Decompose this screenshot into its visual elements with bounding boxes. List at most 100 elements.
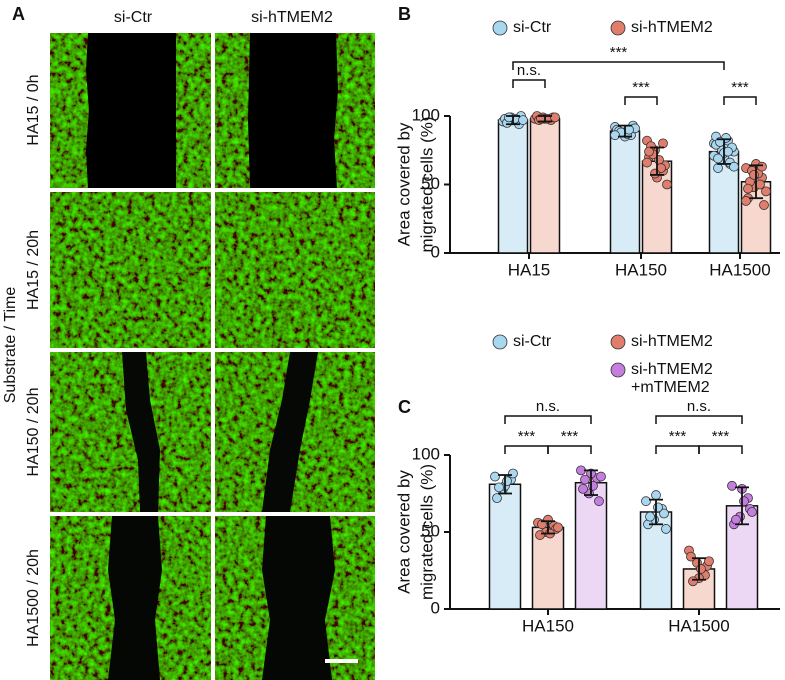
significance-bracket (655, 415, 743, 424)
bar (497, 119, 529, 254)
significance-bracket (504, 445, 549, 454)
data-point (494, 482, 504, 493)
micrograph (50, 192, 211, 348)
data-point (596, 471, 606, 482)
data-point (713, 163, 723, 173)
significance-label: n.s. (536, 398, 560, 415)
data-point (650, 168, 660, 179)
legend-label: si-Ctr (513, 19, 552, 36)
data-point (653, 502, 663, 513)
error-bar (692, 557, 706, 581)
x-tick-label: HA1500 (709, 260, 770, 279)
row-label: HA15 / 0h (25, 74, 42, 145)
data-point (661, 524, 671, 534)
data-point (502, 476, 512, 487)
y-tick-label: 50 (421, 174, 440, 193)
data-point (508, 468, 518, 479)
significance-bracket (723, 96, 757, 105)
micrograph (215, 192, 375, 348)
y-axis-label: Area covered by (394, 122, 413, 246)
row-label: HA150 / 20h (25, 388, 42, 477)
legend-marker (492, 20, 508, 36)
significance-bracket (655, 445, 700, 454)
wound-gap (262, 352, 318, 512)
legend-marker (610, 334, 626, 350)
data-point (688, 576, 698, 587)
data-point (580, 474, 590, 485)
legend-label: si-hTMEM2 +mTMEM2 (631, 361, 713, 396)
bar (488, 483, 522, 610)
column-label: si-Ctr (114, 9, 153, 26)
error-bar (649, 498, 663, 526)
wound-gap (86, 33, 176, 188)
y-axis-label: migrated cells (%) (417, 116, 436, 252)
significance-bracket (512, 61, 725, 70)
data-point (759, 200, 769, 210)
error-bar (618, 124, 632, 138)
data-point (686, 551, 696, 562)
x-tick-label: HA150 (615, 260, 667, 279)
error-bar (538, 115, 552, 123)
data-point (727, 480, 737, 491)
data-point (729, 161, 739, 172)
data-point (490, 471, 500, 482)
significance-bracket (547, 445, 592, 454)
error-bar (541, 520, 555, 535)
data-point (761, 186, 771, 197)
row-label: HA1500 / 20h (25, 549, 42, 647)
significance-label: n.s. (687, 398, 711, 415)
panel-label: B (398, 4, 411, 24)
significance-bracket (504, 415, 592, 424)
data-point (492, 493, 502, 504)
y-axis-label: Area covered by (394, 470, 413, 594)
wound-gap (122, 352, 160, 512)
significance-label: *** (731, 79, 749, 96)
legend-marker (492, 334, 508, 350)
y-tick-label: 0 (431, 598, 440, 617)
error-bar (506, 115, 520, 126)
bar (609, 130, 641, 254)
data-point (550, 112, 560, 123)
error-bar (717, 138, 731, 165)
significance-label: *** (518, 428, 536, 445)
panel-label: C (398, 397, 411, 417)
data-point (659, 508, 669, 519)
data-point (757, 161, 767, 172)
data-point (747, 507, 757, 517)
data-point (696, 564, 706, 574)
data-point (713, 153, 723, 164)
error-bar (749, 164, 763, 200)
x-tick-label: HA1500 (668, 616, 729, 635)
error-bar (498, 474, 512, 495)
data-point (743, 183, 753, 194)
data-point (741, 196, 751, 206)
significance-label: *** (712, 428, 730, 445)
data-point (704, 556, 714, 567)
data-point (553, 522, 563, 533)
error-bar (735, 486, 749, 526)
significance-bracket (698, 445, 743, 454)
axis-label: Substrate / Time (2, 287, 19, 404)
data-point (662, 179, 672, 190)
data-point (642, 157, 652, 168)
panel-label: A (12, 4, 25, 24)
y-axis-label: migrated cells (%) (417, 464, 436, 600)
data-point (610, 130, 620, 141)
data-point (518, 115, 528, 126)
legend-marker (610, 20, 626, 36)
significance-label: *** (561, 428, 579, 445)
wound-gap (262, 516, 335, 680)
x-tick-label: HA15 (508, 260, 551, 279)
data-point (535, 530, 545, 540)
significance-bracket (512, 79, 546, 88)
bar (529, 117, 561, 254)
row-label: HA15 / 20h (25, 230, 42, 310)
x-tick-label: HA150 (522, 616, 574, 635)
data-point (651, 490, 661, 500)
legend-label: si-Ctr (513, 333, 552, 350)
legend-label: si-hTMEM2 (631, 333, 713, 350)
wound-gap (108, 516, 162, 680)
micrographs (50, 33, 375, 680)
